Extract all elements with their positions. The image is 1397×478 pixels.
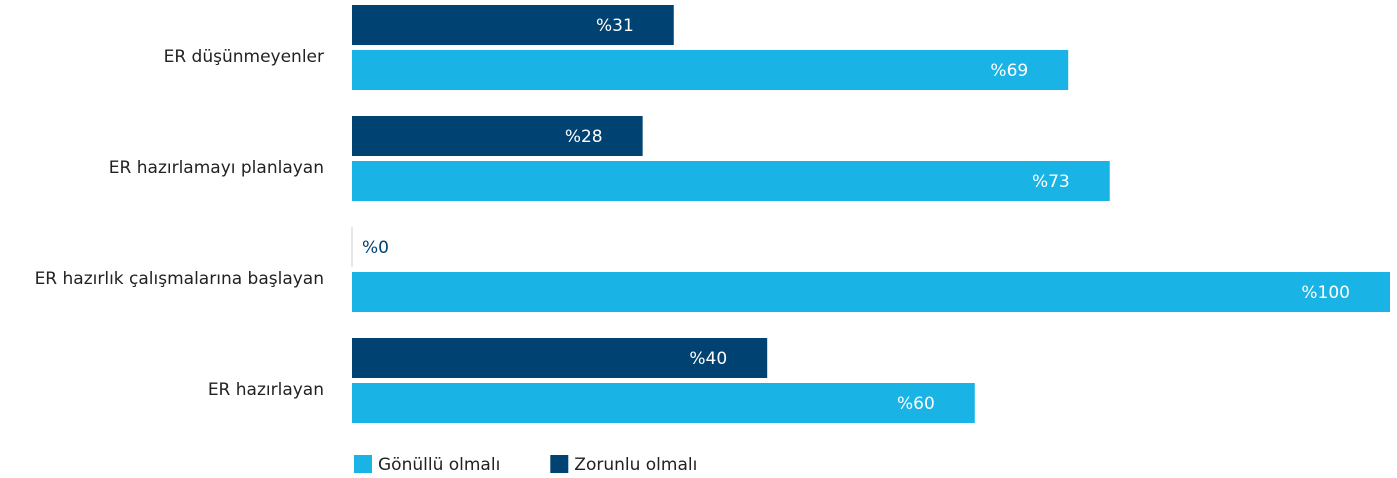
bar: [352, 338, 768, 378]
bar: [352, 161, 1110, 201]
value-label: %69: [990, 61, 1028, 81]
bar: [352, 272, 1390, 312]
legend-label: Zorunlu olmalı: [574, 455, 697, 475]
category-label: ER hazırlık çalışmalarına başlayan: [35, 269, 324, 289]
bar: [352, 383, 975, 423]
value-label: %60: [897, 394, 935, 414]
value-label: %0: [362, 238, 389, 258]
legend-swatch: [550, 455, 569, 473]
legend-swatch: [354, 455, 372, 473]
bar: [352, 50, 1069, 90]
legend-label: Gönüllü olmalı: [378, 455, 500, 475]
category-label: ER düşünmeyenler: [164, 47, 324, 67]
value-label: %100: [1301, 283, 1350, 303]
value-label: %73: [1032, 172, 1070, 192]
value-label: %31: [596, 16, 634, 36]
bar: [352, 5, 674, 45]
value-label: %40: [689, 349, 727, 369]
category-label: ER hazırlayan: [208, 380, 324, 400]
category-label: ER hazırlamayı planlayan: [109, 158, 324, 178]
value-label: %28: [565, 127, 603, 147]
bar: [352, 116, 643, 156]
